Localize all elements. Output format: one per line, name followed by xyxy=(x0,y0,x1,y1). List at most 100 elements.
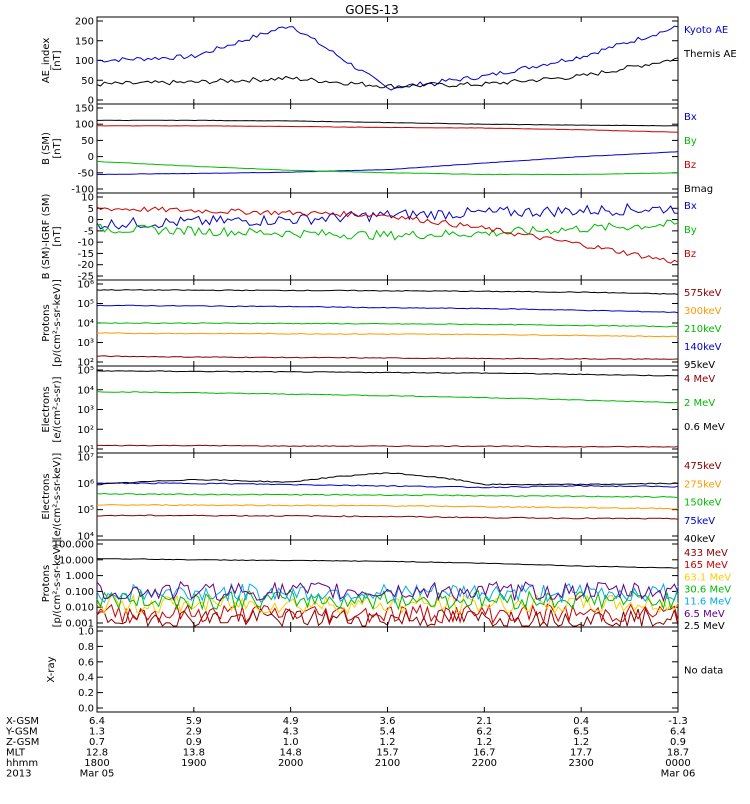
ytick-label-xray: 1.0 xyxy=(78,627,94,638)
ylabel-ae: AE_index xyxy=(41,38,52,84)
orbit-value-0-6: -1.3 xyxy=(668,716,688,727)
ytick-label-xray: 0.2 xyxy=(78,688,94,699)
legend-protons_mev-6: 2.5 MeV xyxy=(684,621,725,632)
orbit-value-3-2: 14.8 xyxy=(280,748,302,759)
ytick-label-bigrf: 10 xyxy=(81,193,94,204)
legend-protons_kev-2: 210keV xyxy=(684,324,722,335)
series-line-bigrf-1 xyxy=(96,219,679,241)
legend-ae-0: Kyoto AE xyxy=(684,25,728,36)
ytick-label-electrons_kev: 10⁵ xyxy=(77,505,94,516)
ytick-label-bsm: -100 xyxy=(71,185,94,196)
ytick-label-electrons_mev: 10⁵ xyxy=(77,366,94,377)
legend-bsm-2: Bz xyxy=(684,160,696,171)
panel-frame-electrons_mev xyxy=(96,365,679,454)
orbit-value-5-0: Mar 05 xyxy=(80,769,115,780)
legend-bigrf-1: By xyxy=(684,225,697,236)
ytick-label-electrons_kev: 10⁶ xyxy=(77,479,94,490)
ytick-label-protons_mev: 0.010 xyxy=(65,603,94,614)
orbit-row-label-1: Y-GSM xyxy=(5,727,38,738)
ytick-label-bsm: 0 xyxy=(88,152,94,163)
ytick-label-bigrf: 5 xyxy=(88,204,94,215)
series-line-ae-1 xyxy=(96,57,679,89)
ylabel-bsm: B (SM) xyxy=(41,132,52,165)
series-line-protons_kev-3 xyxy=(96,304,679,314)
ytick-label-xray: 0.6 xyxy=(78,657,94,668)
legend-electrons_mev-0: 4 MeV xyxy=(684,374,715,385)
legend-protons_mev-2: 63.1 MeV xyxy=(684,572,731,583)
ytick-label-xray: 0.0 xyxy=(78,704,94,715)
orbit-value-0-5: 0.4 xyxy=(573,716,589,727)
ytick-label-xray: 0.8 xyxy=(78,642,94,653)
ytick-label-ae: 0 xyxy=(88,96,94,107)
ylabel-bigrf: B (SM)-IGRF (SM) xyxy=(41,194,52,280)
ytick-label-ae: 50 xyxy=(81,76,94,87)
ytick-label-xray: 0.4 xyxy=(78,673,94,684)
legend-electrons_mev-2: 0.6 MeV xyxy=(684,422,725,433)
orbit-value-3-3: 15.7 xyxy=(376,748,398,759)
ytick-label-protons_kev: 10⁴ xyxy=(77,319,94,330)
orbit-value-2-6: 0.9 xyxy=(670,737,686,748)
ytick-label-protons_kev: 10⁵ xyxy=(77,299,94,310)
ytick-label-protons_kev: 10⁶ xyxy=(77,280,94,291)
legend-bsm-3: Bmag xyxy=(684,184,713,195)
legend-protons_mev-4: 11.6 MeV xyxy=(684,597,731,608)
panel-frame-xray xyxy=(96,626,679,713)
legend-electrons_kev-1: 275keV xyxy=(684,479,722,490)
series-line-electrons_mev-0 xyxy=(97,444,679,448)
ylabel-protons_kev: [p/(cm²-s-sr-keV)] xyxy=(52,279,63,367)
orbit-value-3-0: 12.8 xyxy=(86,748,108,759)
ytick-label-electrons_kev: 10⁴ xyxy=(77,532,94,543)
series-line-protons_mev-1 xyxy=(96,603,679,625)
series-line-electrons_mev-2 xyxy=(96,370,678,377)
orbit-value-1-3: 5.4 xyxy=(380,727,396,738)
ylabel-electrons_kev: [e/(cm²-s-sr-keV)] xyxy=(52,453,63,541)
ylabel-protons_kev: Protons xyxy=(41,304,52,341)
series-line-protons_kev-4 xyxy=(96,289,679,295)
legend-protons_kev-0: 575keV xyxy=(684,288,722,299)
series-line-protons_mev-4 xyxy=(96,582,679,605)
orbit-value-0-0: 6.4 xyxy=(89,716,105,727)
ylabel-protons_mev: Protons xyxy=(41,565,52,602)
orbit-value-2-4: 1.2 xyxy=(476,737,492,748)
ytick-label-bsm: -50 xyxy=(78,168,94,179)
orbit-row-label-3: MLT xyxy=(6,748,26,759)
series-line-protons_kev-1 xyxy=(96,332,679,338)
ylabel-xray: X-ray xyxy=(46,656,57,682)
ytick-label-bigrf: -5 xyxy=(84,226,94,237)
orbit-row-label-0: X-GSM xyxy=(6,716,39,727)
ytick-label-ae: 200 xyxy=(75,17,94,28)
ytick-label-bsm: 100 xyxy=(75,120,94,131)
legend-xray-0: No data xyxy=(684,666,723,677)
orbit-value-4-5: 2300 xyxy=(568,758,593,769)
legend-electrons_mev-1: 2 MeV xyxy=(684,398,715,409)
orbit-value-2-1: 0.9 xyxy=(186,737,202,748)
ytick-label-protons_mev: 0.001 xyxy=(65,619,94,630)
series-line-bigrf-0 xyxy=(96,202,679,230)
orbit-value-1-1: 2.9 xyxy=(186,727,202,738)
orbit-value-4-4: 2200 xyxy=(472,758,497,769)
legend-bsm-0: Bx xyxy=(684,112,697,123)
ylabel-protons_mev: [p/(cm²-s-sr-keV)] xyxy=(52,540,63,628)
legend-electrons_kev-0: 475keV xyxy=(684,461,722,472)
ylabel-electrons_mev: Electrons xyxy=(41,386,52,432)
series-line-bsm-1 xyxy=(96,160,678,176)
ytick-label-electrons_mev: 10¹ xyxy=(77,445,94,456)
orbit-value-1-2: 4.3 xyxy=(283,727,299,738)
orbit-value-4-1: 1900 xyxy=(181,758,206,769)
orbit-value-4-6: 0000 xyxy=(665,758,690,769)
ytick-label-protons_mev: 1.000 xyxy=(65,571,94,582)
series-line-protons_mev-5 xyxy=(96,580,679,603)
ylabel-ae: [nT] xyxy=(52,50,63,70)
series-line-electrons_kev-2 xyxy=(96,492,679,498)
orbit-value-4-3: 2100 xyxy=(375,758,400,769)
ytick-label-bigrf: 0 xyxy=(88,215,94,226)
ytick-label-electrons_mev: 10³ xyxy=(77,405,94,416)
orbit-value-1-5: 6.5 xyxy=(573,727,589,738)
legend-electrons_kev-2: 150keV xyxy=(684,498,722,509)
orbit-value-0-2: 4.9 xyxy=(283,716,299,727)
orbit-value-5-6: Mar 06 xyxy=(661,769,696,780)
series-line-bsm-2 xyxy=(96,125,679,133)
ytick-label-protons_kev: 10³ xyxy=(77,338,94,349)
